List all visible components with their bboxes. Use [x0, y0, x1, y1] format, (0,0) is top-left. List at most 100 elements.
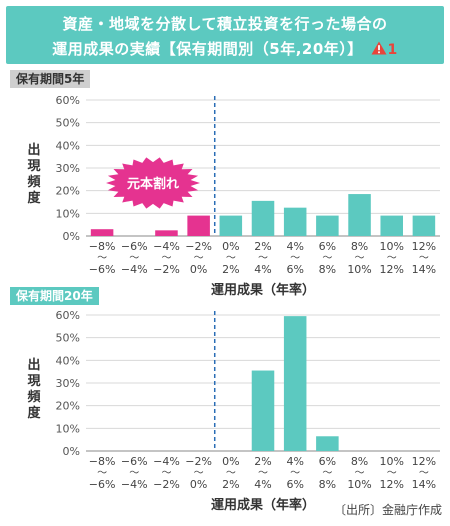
x-tick-label-top: −8%	[89, 240, 116, 253]
period-label-20-years: 保有期間20年	[10, 287, 99, 305]
x-tick-label-tilde: 〜	[387, 468, 397, 479]
bar	[348, 194, 371, 236]
x-tick-label-tilde: 〜	[290, 253, 300, 264]
loss-annotation-label: 元本割れ	[127, 176, 179, 192]
x-tick-label-top: 2%	[254, 240, 271, 253]
warning-triangle-icon	[371, 41, 387, 59]
x-tick-label-top: −4%	[153, 455, 180, 468]
chart-title-banner: 資産・地域を分散して積立投資を行った場合の 運用成果の実績【保有期間別（5年,2…	[6, 6, 444, 64]
y-axis-label-char: 出	[27, 357, 40, 373]
x-axis-label: 運用成果（年率）	[211, 497, 315, 513]
x-tick-label-top: −2%	[185, 240, 212, 253]
chart-20-year: 0%10%20%30%40%50%60%出現頻度−8%〜−6%−6%〜−4%−4…	[27, 309, 440, 513]
x-tick-label-top: 6%	[319, 455, 336, 468]
x-tick-label-tilde: 〜	[290, 468, 300, 479]
y-tick-label: 40%	[56, 139, 80, 152]
bar	[90, 229, 114, 236]
y-tick-label: 20%	[56, 185, 80, 198]
y-axis-label-char: 頻	[27, 389, 40, 405]
bar	[251, 200, 275, 236]
x-tick-label-tilde: 〜	[97, 468, 107, 479]
x-tick-label-bottom: −6%	[89, 263, 116, 276]
y-tick-label: 50%	[56, 332, 80, 345]
bar	[283, 207, 307, 236]
x-tick-label-top: −6%	[121, 240, 148, 253]
x-tick-label-tilde: 〜	[129, 253, 139, 264]
x-tick-label-top: −4%	[153, 240, 180, 253]
x-axis-label: 運用成果（年率）	[211, 282, 315, 298]
x-tick-label-bottom: 8%	[319, 478, 336, 491]
x-tick-label-top: 12%	[412, 455, 436, 468]
x-tick-label-tilde: 〜	[355, 253, 365, 264]
x-tick-label-bottom: −4%	[121, 478, 148, 491]
y-tick-label: 20%	[56, 400, 80, 413]
title-line-1: 資産・地域を分散して積立投資を行った場合の	[62, 15, 388, 33]
y-axis-label-char: 現	[27, 159, 40, 174]
x-tick-label-top: 0%	[222, 455, 239, 468]
x-tick-label-bottom: 14%	[412, 263, 436, 276]
x-tick-label-bottom: 0%	[190, 478, 207, 491]
x-tick-label-tilde: 〜	[322, 468, 332, 479]
x-tick-label-tilde: 〜	[226, 468, 236, 479]
y-axis-label-char: 出	[27, 142, 40, 158]
y-axis-label-char: 度	[27, 190, 41, 206]
y-tick-label: 60%	[56, 94, 80, 107]
x-tick-label-tilde: 〜	[419, 253, 429, 264]
x-tick-label-top: 8%	[351, 240, 368, 253]
x-tick-label-top: 12%	[412, 240, 436, 253]
x-tick-label-tilde: 〜	[258, 468, 268, 479]
bar	[219, 215, 243, 236]
x-tick-label-bottom: 10%	[347, 263, 371, 276]
x-tick-label-bottom: 2%	[222, 478, 239, 491]
x-tick-label-top: 4%	[286, 240, 303, 253]
period-label-5-years: 保有期間5年	[10, 70, 91, 88]
x-tick-label-tilde: 〜	[194, 468, 204, 479]
source-note: 〔出所〕金融庁作成	[333, 503, 442, 517]
chart-5-year: 0%10%20%30%40%50%60%出現頻度−8%〜−6%−6%〜−4%−4…	[27, 94, 440, 298]
x-tick-label-top: 10%	[380, 455, 404, 468]
y-tick-label: 30%	[56, 162, 80, 175]
x-tick-label-tilde: 〜	[258, 253, 268, 264]
x-tick-label-bottom: −2%	[153, 478, 180, 491]
bar	[412, 215, 436, 236]
x-tick-label-bottom: −4%	[121, 263, 148, 276]
y-axis-label-char: 現	[27, 374, 40, 389]
x-tick-label-top: 0%	[222, 240, 239, 253]
x-tick-label-bottom: 4%	[254, 263, 271, 276]
x-tick-label-top: 2%	[254, 455, 271, 468]
x-tick-label-top: 10%	[380, 240, 404, 253]
y-tick-label: 50%	[56, 117, 80, 130]
x-tick-label-top: 4%	[286, 455, 303, 468]
x-tick-label-bottom: 10%	[347, 478, 371, 491]
x-tick-label-bottom: 8%	[319, 263, 336, 276]
x-tick-label-tilde: 〜	[322, 253, 332, 264]
bar	[187, 215, 210, 236]
x-tick-label-bottom: −6%	[89, 478, 116, 491]
y-tick-label: 40%	[56, 354, 80, 367]
x-tick-label-tilde: 〜	[226, 253, 236, 264]
y-tick-label: 0%	[63, 445, 80, 458]
x-tick-label-bottom: 6%	[286, 263, 303, 276]
x-tick-label-tilde: 〜	[419, 468, 429, 479]
y-tick-label: 10%	[56, 422, 80, 435]
bar	[283, 316, 307, 451]
x-tick-label-tilde: 〜	[355, 468, 365, 479]
x-tick-label-top: −6%	[121, 455, 148, 468]
bar	[316, 215, 339, 236]
y-tick-label: 10%	[56, 207, 80, 220]
bar	[316, 436, 339, 451]
x-tick-label-tilde: 〜	[194, 253, 204, 264]
x-tick-label-tilde: 〜	[129, 468, 139, 479]
y-tick-label: 60%	[56, 309, 80, 322]
bar	[380, 215, 403, 236]
x-tick-label-bottom: 6%	[286, 478, 303, 491]
x-tick-label-top: −8%	[89, 455, 116, 468]
y-tick-label: 0%	[63, 230, 80, 243]
bar	[251, 370, 275, 451]
warning-number: 1	[387, 42, 398, 58]
x-tick-label-bottom: 4%	[254, 478, 271, 491]
title-line-2: 運用成果の実績【保有期間別（5年,20年）】 1	[6, 38, 444, 59]
x-tick-label-tilde: 〜	[387, 253, 397, 264]
x-tick-label-tilde: 〜	[97, 253, 107, 264]
x-tick-label-bottom: 12%	[380, 478, 404, 491]
